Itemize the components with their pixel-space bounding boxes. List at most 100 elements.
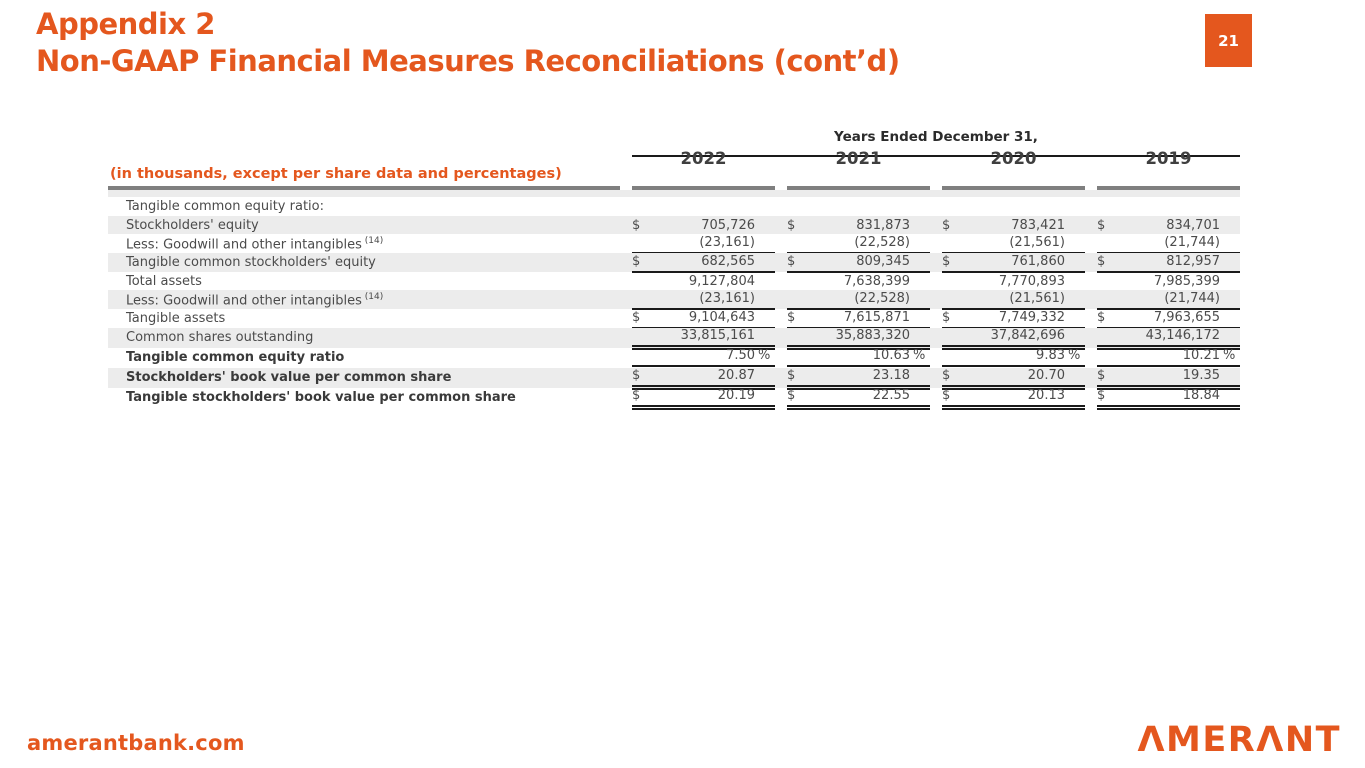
row-label: Common shares outstanding	[108, 327, 620, 348]
title-line-1: Appendix 2	[36, 7, 215, 41]
table-row: Less: Goodwill and other intangibles (14…	[108, 234, 1240, 255]
currency-symbol: $	[787, 387, 796, 403]
value-cell: $834,701	[1085, 215, 1240, 235]
amerant-logo: ΛMERΛNT	[1137, 720, 1341, 760]
cell-value: (22,528)	[854, 235, 910, 251]
value-cell: 37,842,696	[930, 327, 1085, 351]
value-cell	[775, 197, 930, 216]
cell-value: 20.19	[717, 387, 755, 403]
table-row: Total assets 9,127,804 7,638,399 7,770,893 7…	[108, 272, 1240, 291]
row-label: Less: Goodwill and other intangibles (14…	[126, 235, 384, 252]
value-cell: (23,161)	[620, 234, 775, 255]
currency-symbol: $	[1097, 367, 1106, 383]
cell-value: 33,815,161	[680, 327, 755, 343]
percent-symbol: %	[1223, 347, 1236, 363]
value-cell: $20.70	[930, 367, 1085, 391]
cell-value: 705,726	[701, 217, 755, 233]
value-cell: (21,561)	[930, 290, 1085, 311]
value-cell: 9,127,804	[620, 272, 775, 291]
value-cell: 35,883,320	[775, 327, 930, 351]
footnote-ref: (14)	[361, 291, 384, 302]
cell-value: (21,561)	[1009, 235, 1065, 251]
column-header-row: (in thousands, except per share data and…	[108, 149, 1240, 190]
currency-symbol: $	[632, 387, 641, 403]
cell-value: (21,561)	[1009, 291, 1065, 307]
cell-value: 7,985,399	[1153, 273, 1220, 289]
currency-symbol: $	[1097, 217, 1106, 233]
cell-value: 9.83	[1036, 347, 1065, 363]
page-title: Appendix 2 Non-GAAP Financial Measures R…	[36, 6, 900, 80]
value-cell	[930, 197, 1085, 216]
value-cell: 33,815,161	[620, 327, 775, 351]
table-row: Stockholders' equity $705,726 $831,873 $783…	[108, 215, 1240, 235]
row-label: Tangible stockholders' book value per co…	[126, 390, 516, 406]
value-cell: 7,985,399	[1085, 272, 1240, 291]
value-cell: $705,726	[620, 215, 775, 235]
cell-value: 7,963,655	[1153, 309, 1220, 325]
value-cell: 7,638,399	[775, 272, 930, 291]
cell-value: 22.55	[872, 387, 910, 403]
row-label: Tangible assets	[126, 310, 226, 326]
table-row: Tangible common stockholders' equity $682…	[108, 253, 1240, 273]
cell-value: 783,421	[1011, 217, 1065, 233]
value-cell: $23.18	[775, 367, 930, 391]
footnote-ref: (14)	[361, 235, 384, 246]
value-cell: $20.13	[930, 387, 1085, 411]
cell-value: 7.50	[726, 347, 755, 363]
table-row: Stockholders' book value per common shar…	[108, 367, 1240, 391]
currency-symbol: $	[942, 309, 951, 325]
units-label: (in thousands, except per share data and…	[108, 166, 620, 190]
cell-value: 7,638,399	[843, 273, 910, 289]
cell-value: (23,161)	[699, 291, 755, 307]
currency-symbol: $	[942, 217, 951, 233]
reconciliation-table: Years Ended December 31, (in thousands, …	[108, 129, 1240, 411]
cell-value: (21,744)	[1164, 291, 1220, 307]
cell-value: 761,860	[1011, 253, 1065, 269]
value-cell	[620, 197, 775, 216]
percent-symbol: %	[758, 347, 771, 363]
table-row: Tangible common equity ratio:	[108, 197, 1240, 216]
year-column-2019: 2019	[1097, 149, 1240, 190]
value-cell: 7,770,893	[930, 272, 1085, 291]
cell-value: (21,744)	[1164, 235, 1220, 251]
cell-value: 37,842,696	[990, 327, 1065, 343]
currency-symbol: $	[787, 217, 796, 233]
title-line-2: Non-GAAP Financial Measures Reconciliati…	[36, 44, 900, 78]
cell-value: 834,701	[1166, 217, 1220, 233]
value-cell: (21,744)	[1085, 290, 1240, 311]
row-label: Stockholders' equity	[108, 215, 620, 235]
row-label: Total assets	[126, 273, 202, 289]
value-cell: $783,421	[930, 215, 1085, 235]
value-cell: $812,957	[1085, 253, 1240, 273]
cell-value: 19.35	[1182, 367, 1220, 383]
cell-value: 20.70	[1027, 367, 1065, 383]
value-cell: (21,744)	[1085, 234, 1240, 255]
currency-symbol: $	[942, 367, 951, 383]
percent-symbol: %	[913, 347, 926, 363]
cell-value: 18.84	[1182, 387, 1220, 403]
table-row: Tangible stockholders' book value per co…	[108, 387, 1240, 411]
value-cell: $19.35	[1085, 367, 1240, 391]
cell-value: 7,615,871	[843, 309, 910, 325]
currency-symbol: $	[942, 387, 951, 403]
value-cell: $22.55	[775, 387, 930, 411]
value-cell: $831,873	[775, 215, 930, 235]
years-ended-header: Years Ended December 31,	[632, 129, 1240, 157]
cell-value: 35,883,320	[835, 327, 910, 343]
currency-symbol: $	[787, 367, 796, 383]
percent-symbol: %	[1068, 347, 1081, 363]
value-cell	[1085, 197, 1240, 216]
row-label: Stockholders' book value per common shar…	[108, 367, 620, 388]
cell-value: 20.87	[717, 367, 755, 383]
value-cell: (23,161)	[620, 290, 775, 311]
currency-symbol: $	[787, 309, 796, 325]
value-cell: 43,146,172	[1085, 327, 1240, 351]
year-column-2020: 2020	[942, 149, 1085, 190]
value-cell: $682,565	[620, 253, 775, 273]
page-number-badge: 21	[1205, 14, 1252, 67]
currency-symbol: $	[1097, 309, 1106, 325]
value-cell: $761,860	[930, 253, 1085, 273]
cell-value: 7,749,332	[998, 309, 1065, 325]
cell-value: 43,146,172	[1145, 327, 1220, 343]
